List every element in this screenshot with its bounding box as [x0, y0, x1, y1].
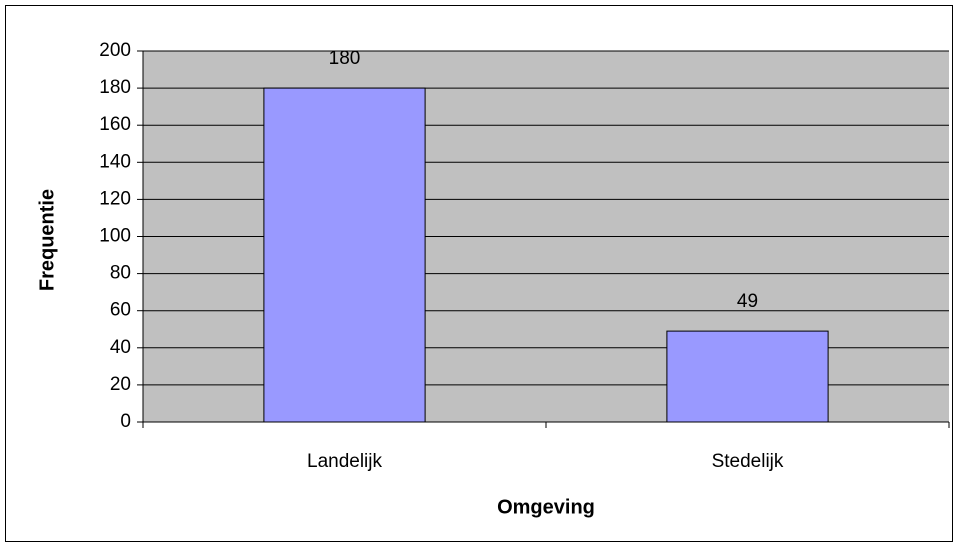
y-tick-label: 200	[99, 40, 131, 61]
y-tick-label: 60	[110, 300, 131, 321]
x-tick-label: Landelijk	[307, 451, 382, 472]
y-tick-label: 0	[120, 411, 131, 432]
y-tick-label: 40	[110, 337, 131, 358]
x-tick-label: Stedelijk	[712, 451, 784, 472]
y-tick-label: 160	[99, 114, 131, 135]
y-tick-label: 80	[110, 263, 131, 284]
y-tick-label: 100	[99, 226, 131, 247]
data-label: 180	[329, 48, 361, 69]
y-tick-label: 180	[99, 77, 131, 98]
x-axis-title: Omgeving	[497, 496, 595, 518]
bar	[263, 87, 426, 423]
y-tick-label: 120	[99, 188, 131, 209]
data-label: 49	[737, 291, 758, 312]
y-tick-label: 20	[110, 374, 131, 395]
y-axis-title: Frequentie	[36, 189, 58, 291]
bar	[666, 330, 829, 423]
y-tick-label: 140	[99, 151, 131, 172]
